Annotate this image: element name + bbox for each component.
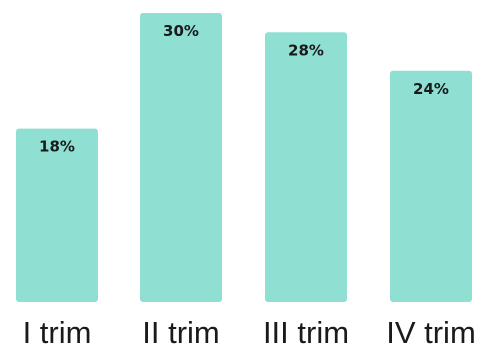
category-label: III trim [263, 315, 349, 349]
bars-group [16, 13, 472, 303]
bar-value-label: 28% [288, 41, 324, 59]
bar-3 [265, 32, 347, 303]
category-labels-group: I trim II trim III trim IV trim [23, 315, 476, 349]
bar-4 [390, 70, 472, 302]
value-labels-group: 18% 30% 28% 24% [39, 22, 449, 156]
bar-value-label: 24% [413, 80, 449, 98]
bar-1 [16, 128, 98, 302]
bar-value-label: 18% [39, 138, 75, 156]
bar-value-label: 30% [163, 22, 199, 40]
bar-2 [140, 13, 222, 302]
category-label: II trim [142, 315, 220, 349]
category-label: IV trim [386, 315, 476, 349]
category-label: I trim [23, 315, 92, 349]
